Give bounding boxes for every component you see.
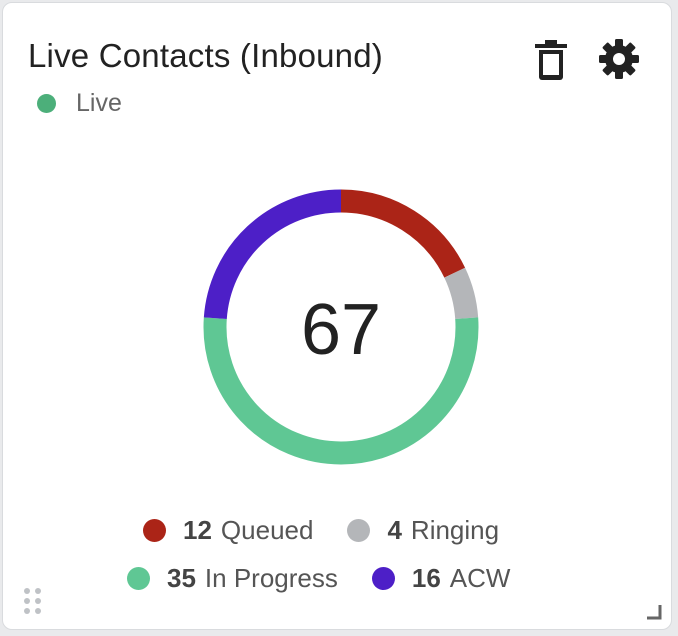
legend-dot-in-progress — [127, 567, 150, 590]
settings-button[interactable] — [597, 37, 641, 81]
legend-row: 12 Queued 4 Ringing — [143, 515, 499, 546]
legend-label-queued: Queued — [220, 515, 314, 545]
widget-title: Live Contacts (Inbound) — [28, 37, 383, 74]
legend-item-queued: 12 Queued — [143, 515, 313, 546]
delete-button[interactable] — [533, 39, 569, 81]
live-status: Live — [37, 89, 122, 118]
legend-value-ringing: 4 — [387, 515, 402, 545]
resize-handle-icon — [647, 605, 662, 620]
legend-item-acw: 16 ACW — [371, 563, 511, 594]
resize-handle[interactable] — [647, 605, 663, 621]
trash-icon — [535, 40, 567, 80]
drag-handle[interactable] — [23, 587, 43, 617]
gear-icon — [599, 39, 639, 79]
legend-label-in-progress: In Progress — [204, 563, 338, 593]
donut-slice-in-progress — [203, 317, 479, 465]
legend-dot-queued — [143, 519, 166, 542]
legend-dot-ringing — [347, 519, 371, 542]
donut-chart — [203, 189, 479, 465]
legend-value-in-progress: 35 — [167, 563, 196, 593]
legend-value-acw: 16 — [411, 563, 441, 593]
legend-label-ringing: Ringing — [410, 515, 500, 545]
legend-item-in-progress: 35 In Progress — [127, 563, 338, 594]
drag-handle-icon — [24, 588, 41, 614]
legend-value-queued: 12 — [183, 515, 212, 545]
donut-slice-queued — [340, 189, 466, 278]
live-status-label: Live — [76, 89, 122, 117]
legend-dot-acw — [371, 567, 395, 590]
legend-row: 35 In Progress 16 ACW — [127, 563, 510, 594]
legend-label-acw: ACW — [449, 563, 511, 593]
donut-slice-ringing — [444, 267, 479, 320]
legend-item-ringing: 4 Ringing — [347, 515, 499, 546]
donut-center-total: 67 — [300, 290, 382, 370]
live-status-dot — [37, 94, 56, 113]
live-contacts-widget: Live Contacts (Inbound) Live — [2, 2, 672, 630]
donut-slice-acw — [203, 189, 342, 320]
